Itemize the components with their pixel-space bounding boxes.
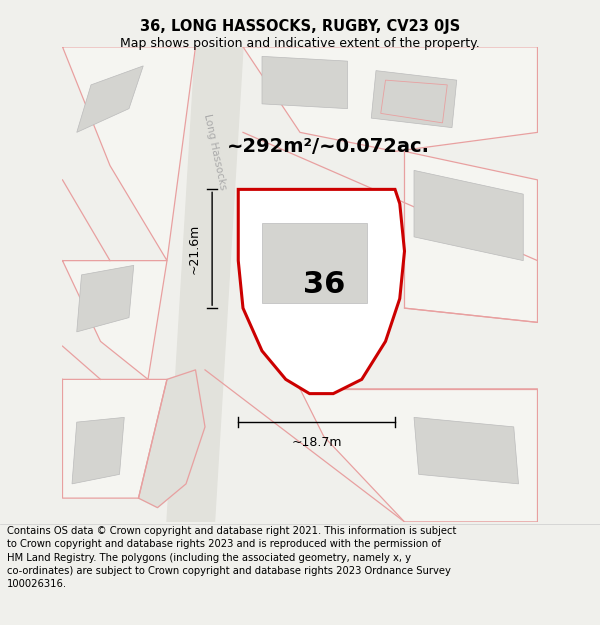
- Polygon shape: [238, 189, 404, 394]
- Polygon shape: [62, 47, 196, 261]
- Polygon shape: [404, 151, 538, 322]
- Polygon shape: [262, 222, 367, 303]
- Text: ~18.7m: ~18.7m: [292, 436, 342, 449]
- Polygon shape: [371, 71, 457, 128]
- Polygon shape: [139, 370, 205, 508]
- Polygon shape: [243, 47, 538, 151]
- Text: 36: 36: [302, 270, 345, 299]
- Polygon shape: [77, 266, 134, 332]
- Polygon shape: [72, 418, 124, 484]
- Polygon shape: [414, 418, 518, 484]
- Polygon shape: [167, 47, 243, 522]
- Polygon shape: [414, 171, 523, 261]
- Text: ~292m²/~0.072ac.: ~292m²/~0.072ac.: [227, 137, 430, 156]
- Polygon shape: [262, 56, 347, 109]
- Polygon shape: [62, 379, 167, 498]
- Text: 36, LONG HASSOCKS, RUGBY, CV23 0JS: 36, LONG HASSOCKS, RUGBY, CV23 0JS: [140, 19, 460, 34]
- Polygon shape: [62, 261, 167, 379]
- Polygon shape: [300, 389, 538, 522]
- Polygon shape: [77, 66, 143, 132]
- Text: Contains OS data © Crown copyright and database right 2021. This information is : Contains OS data © Crown copyright and d…: [7, 526, 457, 589]
- Text: Map shows position and indicative extent of the property.: Map shows position and indicative extent…: [120, 38, 480, 50]
- Text: ~21.6m: ~21.6m: [187, 224, 200, 274]
- Text: Long Hassocks: Long Hassocks: [202, 112, 227, 190]
